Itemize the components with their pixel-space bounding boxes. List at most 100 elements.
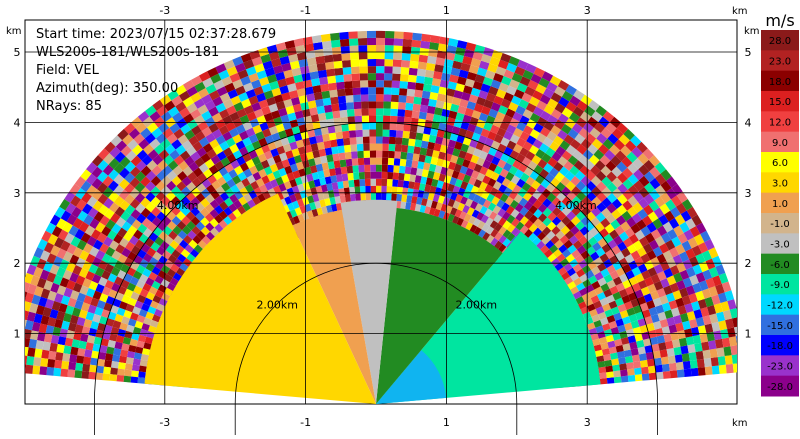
noise-gate: [281, 189, 290, 199]
noise-gate: [623, 237, 633, 248]
noise-gate: [492, 118, 503, 128]
noise-gate: [644, 276, 654, 287]
noise-gate: [87, 207, 99, 219]
noise-gate: [506, 223, 516, 233]
noise-gate: [563, 134, 575, 145]
noise-gate: [473, 125, 484, 135]
noise-gate: [550, 125, 562, 136]
noise-gate: [587, 143, 599, 155]
noise-gate: [465, 183, 474, 192]
noise-gate: [650, 256, 661, 267]
noise-gate: [420, 97, 430, 106]
noise-gate: [528, 96, 540, 107]
noise-gate: [566, 267, 576, 277]
noise-gate: [189, 248, 200, 258]
noise-gate: [615, 297, 625, 307]
noise-gate: [515, 221, 525, 231]
noise-gate: [708, 286, 718, 297]
noise-gate: [452, 200, 461, 210]
noise-gate: [420, 176, 428, 185]
noise-gate: [613, 139, 626, 151]
noise-gate: [278, 183, 287, 192]
noise-gate: [111, 354, 121, 363]
noise-gate: [546, 221, 557, 231]
noise-gate: [218, 219, 228, 229]
noise-gate: [139, 288, 149, 298]
noise-gate: [731, 317, 737, 328]
noise-gate: [525, 176, 536, 186]
noise-gate: [604, 149, 616, 161]
noise-gate: [277, 49, 289, 59]
noise-gate: [442, 65, 453, 75]
noise-gate: [607, 340, 616, 349]
noise-gate: [463, 213, 472, 222]
noise-gate: [200, 207, 210, 218]
noise-gate: [492, 205, 502, 215]
noise-gate: [469, 116, 479, 126]
noise-gate: [328, 168, 336, 177]
noise-gate: [490, 237, 499, 247]
noise-gate: [698, 280, 709, 291]
noise-gate: [513, 193, 523, 204]
noise-gate: [300, 130, 309, 140]
noise-gate: [101, 253, 112, 264]
noise-gate: [80, 232, 91, 244]
noise-gate: [90, 297, 100, 307]
noise-gate: [613, 376, 622, 384]
noise-gate: [546, 192, 557, 203]
noise-gate: [509, 134, 520, 144]
noise-gate: [570, 139, 581, 150]
noise-gate: [602, 138, 614, 150]
noise-gate: [269, 163, 279, 173]
noise-gate: [208, 122, 219, 133]
noise-gate: [574, 254, 585, 264]
noise-gate: [329, 139, 338, 148]
noise-gate: [364, 164, 371, 172]
noise-gate: [260, 159, 270, 169]
noise-gate: [91, 189, 103, 201]
noise-gate: [641, 309, 651, 319]
noise-gate: [351, 73, 360, 82]
noise-gate: [222, 147, 233, 158]
noise-gate: [572, 291, 582, 300]
noise-gate: [711, 365, 720, 375]
noise-gate: [405, 95, 415, 104]
noise-gate: [204, 158, 215, 169]
noise-gate: [232, 118, 243, 128]
noise-gate: [200, 188, 211, 199]
noise-gate: [78, 267, 89, 279]
noise-gate: [391, 87, 400, 96]
noise-gate: [145, 191, 156, 203]
colorbar-swatch: [761, 375, 799, 397]
noise-gate: [637, 318, 647, 327]
noise-gate: [610, 352, 619, 360]
noise-gate: [724, 290, 735, 302]
noise-gate: [537, 222, 547, 232]
noise-gate: [50, 245, 61, 257]
x-unit-label-bottom: km: [732, 418, 748, 429]
noise-gate: [360, 87, 369, 95]
noise-gate: [561, 123, 572, 135]
noise-gate: [291, 125, 301, 135]
noise-gate: [465, 42, 477, 52]
noise-gate: [554, 86, 566, 97]
noise-gate: [215, 63, 227, 74]
noise-gate: [701, 288, 712, 299]
noise-gate: [155, 201, 166, 212]
noise-gate: [141, 154, 153, 166]
noise-gate: [172, 112, 184, 123]
colorbar-label: -28.0: [767, 382, 793, 393]
noise-gate: [70, 195, 81, 207]
noise-gate: [610, 326, 620, 335]
noise-gate: [291, 67, 302, 77]
noise-gate: [498, 105, 509, 115]
noise-gate: [91, 155, 104, 167]
noise-gate: [637, 263, 648, 274]
noise-gate: [146, 122, 159, 134]
noise-gate: [618, 288, 628, 298]
noise-gate: [95, 283, 105, 294]
noise-gate: [206, 184, 216, 194]
noise-gate: [559, 140, 571, 151]
noise-gate: [627, 335, 637, 344]
noise-gate: [228, 169, 238, 179]
